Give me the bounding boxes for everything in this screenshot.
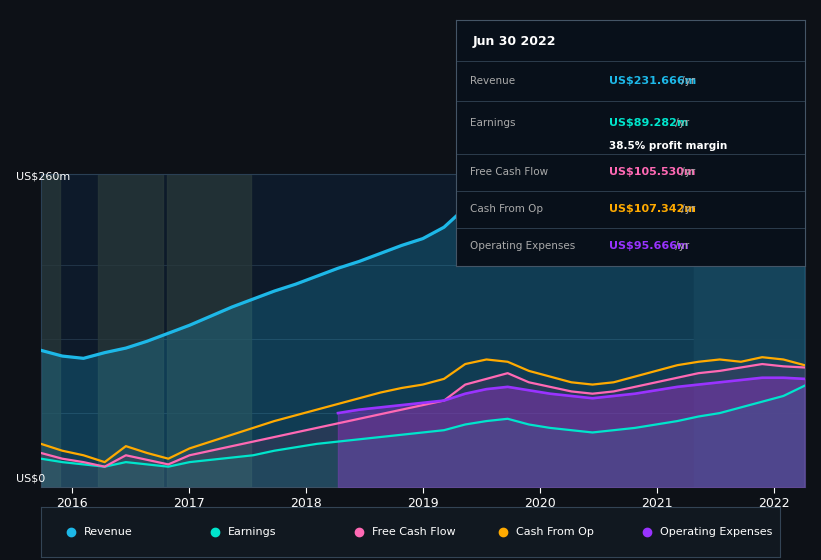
Text: Revenue: Revenue: [84, 527, 133, 537]
Text: Revenue: Revenue: [470, 76, 515, 86]
Text: /yr: /yr: [672, 241, 690, 251]
Text: Earnings: Earnings: [470, 118, 515, 128]
Text: US$95.666m: US$95.666m: [609, 241, 689, 251]
Text: /yr: /yr: [678, 76, 695, 86]
Text: Cash From Op: Cash From Op: [470, 204, 543, 214]
Text: /yr: /yr: [678, 204, 695, 214]
Text: Free Cash Flow: Free Cash Flow: [470, 167, 548, 178]
Bar: [41, 174, 60, 487]
Text: Operating Expenses: Operating Expenses: [470, 241, 575, 251]
Text: US$105.530m: US$105.530m: [609, 167, 695, 178]
Text: Earnings: Earnings: [228, 527, 277, 537]
Bar: [167, 174, 251, 487]
Text: Operating Expenses: Operating Expenses: [660, 527, 773, 537]
Text: Cash From Op: Cash From Op: [516, 527, 594, 537]
Text: Free Cash Flow: Free Cash Flow: [372, 527, 456, 537]
Bar: [99, 174, 163, 487]
Text: US$107.342m: US$107.342m: [609, 204, 696, 214]
Text: US$89.282m: US$89.282m: [609, 118, 689, 128]
Text: Jun 30 2022: Jun 30 2022: [473, 35, 557, 48]
Bar: [694, 174, 805, 487]
Text: US$0: US$0: [16, 474, 46, 484]
Text: /yr: /yr: [678, 167, 695, 178]
Text: /yr: /yr: [672, 118, 690, 128]
Text: US$231.666m: US$231.666m: [609, 76, 696, 86]
Text: 38.5% profit margin: 38.5% profit margin: [609, 142, 727, 152]
Text: US$260m: US$260m: [16, 171, 71, 181]
